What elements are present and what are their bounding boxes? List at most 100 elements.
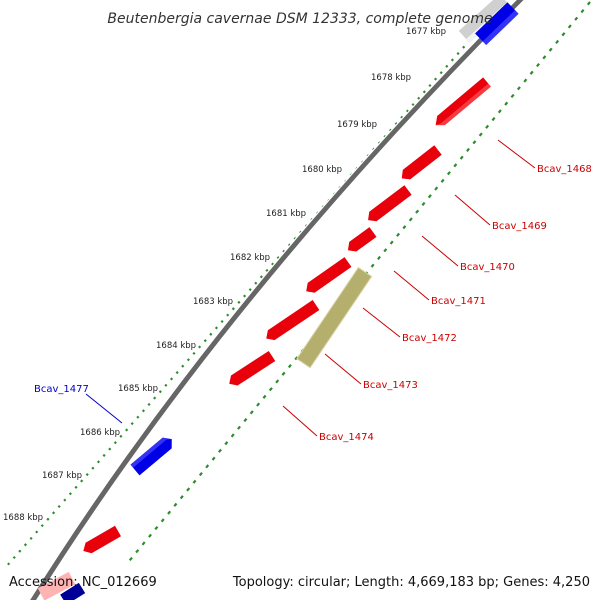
gene-label-leader [85, 393, 123, 424]
outer-tick-ring-dot [268, 387, 273, 392]
outer-tick-ring-dot [561, 32, 566, 37]
gene-label-leader [282, 405, 318, 437]
gene-label-bcav-1468[interactable]: Bcav_1468 [537, 164, 592, 175]
outer-tick-ring-dot [485, 124, 490, 129]
outer-tick-ring-dot [491, 117, 496, 122]
outer-tick-ring-dot [459, 155, 464, 160]
gene-label-bcav-1472[interactable]: Bcav_1472 [402, 333, 457, 344]
inner-tick-ring-dot [254, 281, 258, 285]
tick-label: 1677 kbp [406, 27, 446, 37]
outer-tick-ring-dot [211, 456, 216, 461]
inner-tick-ring-dot [394, 122, 398, 126]
outer-tick-ring-dot [192, 479, 197, 484]
outer-tick-ring-dot [294, 356, 299, 361]
outer-tick-ring-dot [567, 24, 572, 29]
tick-label: 1688 kbp [3, 513, 43, 523]
outer-tick-ring-dot [148, 533, 152, 538]
inner-tick-ring-dot [119, 434, 123, 438]
inner-tick-ring-dot [203, 339, 207, 343]
outer-tick-ring-dot [536, 63, 540, 68]
inner-tick-ring-dot [108, 447, 112, 451]
gene-label-bcav-1477[interactable]: Bcav_1477 [34, 384, 89, 395]
outer-tick-ring-dot [167, 510, 172, 515]
tick-label: 1678 kbp [371, 73, 411, 83]
backbone-shadow [30, 0, 524, 600]
outer-tick-ring-dot [396, 232, 401, 237]
outer-tick-ring-dot [198, 472, 203, 477]
reverse-strand-features [60, 2, 519, 600]
gene-bcav-1472[interactable] [303, 257, 352, 296]
gene-label-leader [454, 194, 491, 226]
inner-tick-ring-dot [214, 326, 219, 330]
gene-bottom-blue[interactable] [60, 582, 86, 600]
gene-label-bcav-1470[interactable]: Bcav_1470 [460, 262, 515, 273]
outer-tick-ring-dot [141, 541, 146, 546]
gene-label-bcav-1471[interactable]: Bcav_1471 [431, 296, 486, 307]
gene-label-leader [362, 307, 401, 338]
outer-tick-ring-dot [256, 402, 261, 407]
inner-tick-ring-dot [287, 243, 292, 247]
gene-bcav-1470[interactable] [364, 185, 412, 225]
gene-label-bcav-1469[interactable]: Bcav_1469 [492, 221, 547, 232]
outer-tick-ring-dot [224, 441, 229, 446]
inner-tick-ring-dot [51, 511, 56, 515]
outer-tick-ring-dot [408, 217, 413, 222]
inner-tick-ring-dot [226, 313, 230, 317]
gene-label-bcav-1473[interactable]: Bcav_1473 [363, 380, 418, 391]
feature-bcav-1473-rna[interactable] [296, 266, 373, 369]
outer-tick-ring-dot [275, 379, 280, 384]
outer-tick-ring-dot [128, 556, 133, 561]
inner-tick-ring-dot [276, 256, 280, 260]
gene-bcav-1469[interactable] [398, 145, 442, 183]
outer-tick-ring-dot [472, 140, 477, 145]
gene-bcav-1468[interactable] [432, 77, 491, 129]
inner-tick-ring-dot [18, 549, 22, 553]
outer-tick-ring-dot [421, 201, 426, 206]
outer-tick-ring-dot [516, 86, 521, 91]
inner-tick-ring-dot [74, 485, 78, 489]
gene-bcav-1477[interactable] [130, 434, 177, 476]
outer-tick-ring-dot [402, 225, 407, 230]
outer-tick-ring-dot [529, 70, 534, 75]
inner-tick-ring-dot [113, 441, 117, 445]
tick-labels: 1677 kbp 1678 kbp 1679 kbp 1680 kbp 1681 kbp… [3, 27, 446, 523]
outer-tick-ring-dot [389, 240, 394, 245]
inner-tick-ring-dot [175, 370, 179, 375]
outer-tick-ring-dot [446, 171, 451, 176]
inner-tick-ring-dot [63, 498, 67, 502]
inner-tick-ring-dot [29, 536, 33, 540]
outer-tick-ring-dot [523, 78, 528, 83]
inner-tick-ring-dot [158, 390, 162, 394]
inner-tick-ring-dot [400, 115, 404, 119]
outer-tick-ring-dot [497, 109, 502, 114]
inner-tick-ring-dot [417, 96, 421, 100]
inner-tick-ring-dot [445, 64, 449, 68]
inner-tick-ring-dot [450, 58, 454, 62]
outer-tick-ring-dot [154, 525, 159, 531]
outer-tick-ring-dot [205, 464, 210, 469]
outer-tick-ring-dot [135, 549, 140, 554]
inner-tick-ring-dot [96, 460, 101, 464]
outer-tick-ring-dot [217, 448, 222, 453]
outer-tick-ring-dot [574, 16, 579, 21]
gene-label-bcav-1474[interactable]: Bcav_1474 [319, 432, 374, 443]
gene-bcav-1471[interactable] [344, 227, 377, 255]
tick-label: 1687 kbp [42, 471, 82, 481]
inner-tick-ring-dot [130, 422, 134, 426]
outer-tick-ring-dot [586, 1, 591, 6]
gene-bcav-1479[interactable] [80, 525, 121, 556]
inner-tick-ring-dot [136, 415, 140, 419]
inner-tick-ring-dot [220, 319, 224, 324]
outer-tick-ring-dot [249, 410, 254, 415]
outer-tick-ring-dot [580, 9, 585, 14]
outer-tick-ring-dot [453, 163, 458, 168]
gene-bcav-1474[interactable] [226, 350, 276, 389]
inner-tick-ring-dot [102, 453, 106, 457]
inner-tick-ring-dot [389, 128, 393, 132]
gene-bcav-1473[interactable] [263, 300, 320, 344]
outer-tick-ring-dot [262, 394, 267, 399]
inner-tick-ring-dot [259, 275, 263, 279]
gene-top-blue[interactable] [475, 2, 519, 46]
gene-bottom-faded[interactable] [37, 571, 76, 600]
tick-label: 1684 kbp [156, 341, 196, 351]
